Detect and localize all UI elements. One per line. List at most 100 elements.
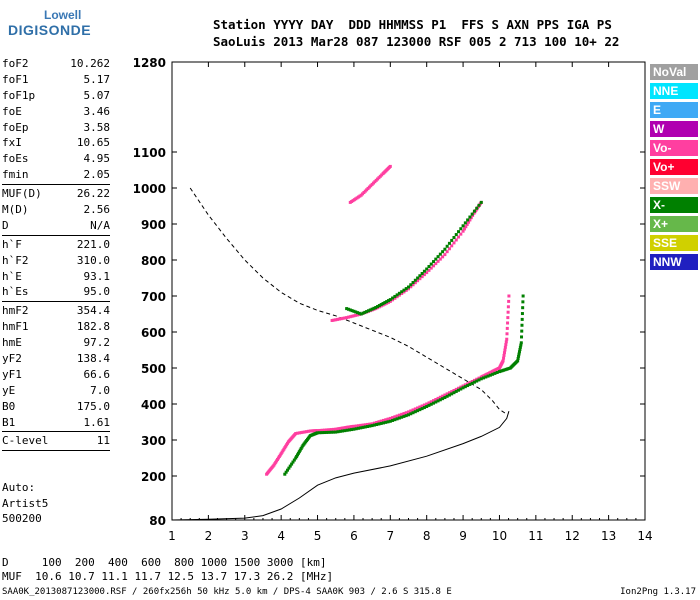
param-name: h`Es	[2, 285, 29, 299]
param-row: B1 1.61	[2, 415, 110, 431]
logo-line1: Lowell	[44, 8, 82, 22]
echo-point	[388, 299, 392, 303]
param-name: MUF(D)	[2, 187, 42, 201]
echo-point	[363, 310, 367, 314]
echo-point	[416, 279, 420, 283]
echo-point	[368, 424, 372, 428]
echo-point	[407, 413, 410, 417]
echo-point	[397, 291, 401, 295]
param-separator	[2, 450, 110, 452]
echo-point	[395, 414, 399, 418]
echo-point	[341, 429, 345, 433]
echo-point	[443, 253, 447, 257]
param-value: 354.4	[76, 304, 110, 318]
echo-point	[356, 424, 360, 428]
echo-point	[504, 343, 508, 347]
echo-point	[407, 285, 410, 289]
echo-point	[386, 299, 390, 303]
echo-point	[447, 391, 451, 395]
y-tick-label: 700	[141, 290, 166, 304]
echo-point	[374, 306, 378, 310]
echo-point	[383, 301, 387, 305]
station-header: Station YYYY DAY DDD HHMMSS P1 FFS S AXN…	[213, 16, 619, 50]
echo-point	[294, 456, 298, 460]
echo-point	[452, 236, 456, 239]
echo-point	[443, 247, 447, 251]
echo-point	[422, 269, 426, 273]
echo-point	[318, 431, 322, 435]
echo-point	[519, 343, 523, 347]
echo-point	[303, 430, 307, 434]
echo-point	[516, 359, 520, 363]
param-row: yE 7.0	[2, 383, 110, 399]
echo-point	[447, 241, 451, 245]
echo-point	[503, 348, 507, 352]
echo-point	[427, 403, 431, 407]
scaled-parameters-panel: foF2 10.262 foF1 5.17 foF1p 5.07 foE 3.46 foEp 3.…	[2, 56, 110, 452]
echo-point	[359, 426, 363, 430]
echo-point	[465, 222, 469, 226]
echo-point	[427, 268, 431, 272]
echo-point	[418, 405, 422, 409]
echo-point	[296, 451, 300, 455]
echo-point	[441, 394, 445, 398]
param-name: foF1	[2, 72, 29, 86]
echo-point	[520, 329, 524, 333]
x-tick-label: 6	[350, 529, 358, 543]
echo-point	[296, 453, 300, 457]
echo-point	[507, 299, 511, 303]
echo-point	[384, 420, 388, 424]
echo-point	[391, 296, 395, 300]
echo-point	[343, 429, 347, 433]
logo-line2: DIGISONDE	[8, 22, 92, 38]
echo-point	[327, 430, 331, 434]
echo-point	[322, 431, 326, 435]
echo-point	[454, 233, 458, 237]
echo-point	[438, 252, 442, 256]
echo-point	[391, 418, 395, 422]
echo-point	[486, 374, 490, 378]
digisonde-logo: Lowell DIGISONDE	[4, 4, 154, 48]
param-value: 26.22	[76, 187, 110, 201]
echo-point	[517, 352, 521, 356]
param-name: foEs	[2, 152, 29, 166]
echo-point	[438, 395, 442, 399]
echo-point	[443, 393, 447, 397]
echo-point	[503, 345, 507, 349]
param-name: M(D)	[2, 203, 29, 217]
echo-point	[345, 307, 349, 311]
echo-point	[348, 315, 352, 319]
y-tick-label: 1280	[133, 56, 166, 70]
y-tick-label: 900	[141, 218, 166, 232]
param-value: 7.0	[90, 383, 110, 397]
version-label: Ion2Png 1.3.17	[620, 587, 696, 597]
param-name: C-level	[2, 434, 49, 448]
x-tick-label: 4	[277, 529, 285, 543]
echo-point	[477, 376, 481, 380]
echo-point	[366, 422, 370, 426]
echo-point	[320, 428, 324, 432]
echo-point	[404, 414, 408, 418]
echo-point	[379, 303, 383, 307]
param-row: M(D) 2.56	[2, 202, 110, 218]
echo-point	[422, 403, 426, 407]
echo-point	[400, 412, 404, 416]
echo-point	[368, 308, 372, 312]
echo-point	[370, 307, 374, 311]
echo-point	[409, 412, 413, 416]
echo-point	[467, 220, 471, 224]
echo-point	[468, 215, 472, 219]
legend-item: X-	[650, 197, 698, 213]
param-row: h`F2 310.0	[2, 253, 110, 269]
echo-point	[385, 301, 389, 305]
echo-point	[432, 264, 436, 268]
echo-point	[413, 281, 417, 285]
echo-point	[350, 428, 354, 432]
echo-point	[363, 425, 367, 429]
x-tick-label: 2	[205, 529, 213, 543]
param-value: 10.65	[76, 136, 110, 150]
echo-point	[329, 430, 333, 434]
y-tick-label: 800	[141, 254, 166, 268]
echo-point	[407, 410, 410, 414]
echo-point	[348, 308, 352, 312]
